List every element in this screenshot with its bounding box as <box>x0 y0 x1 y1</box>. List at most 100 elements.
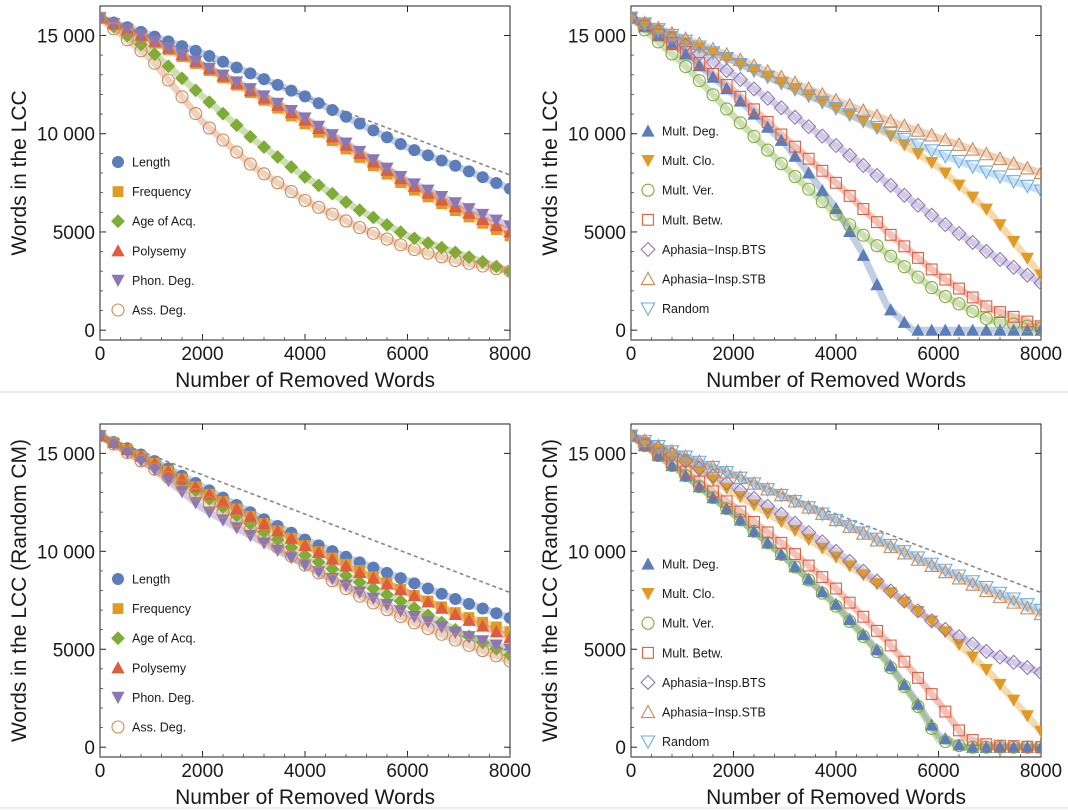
series-age-of-acq <box>100 10 510 279</box>
data-point <box>284 185 298 199</box>
data-point <box>475 254 490 269</box>
legend-label-frequency: Frequency <box>132 602 192 616</box>
data-point <box>761 115 774 128</box>
x-tick-label: 6000 <box>386 344 428 365</box>
data-point <box>911 148 925 161</box>
data-point <box>910 551 926 566</box>
data-point <box>800 524 817 541</box>
data-point <box>965 160 981 175</box>
data-point <box>841 147 858 164</box>
data-point <box>366 226 380 240</box>
y-tick-label: 10 000 <box>37 542 95 563</box>
data-point <box>857 610 870 623</box>
data-point <box>923 207 940 223</box>
data-point <box>175 479 189 493</box>
data-point <box>1019 267 1036 283</box>
data-point <box>869 532 885 547</box>
data-point <box>978 643 995 660</box>
data-point <box>216 514 230 527</box>
data-point <box>692 42 706 55</box>
x-axis-label: Number of Removed Words <box>175 369 435 392</box>
data-point <box>1033 275 1041 291</box>
data-point <box>353 589 367 603</box>
data-point <box>842 108 858 123</box>
data-point <box>732 57 748 72</box>
data-point <box>1005 259 1022 275</box>
data-point <box>284 549 298 563</box>
data-point <box>706 88 720 102</box>
series-ass-deg <box>100 429 510 668</box>
data-point <box>679 469 693 482</box>
legend-marker-length <box>112 156 124 168</box>
data-point <box>476 208 490 222</box>
data-point <box>353 586 367 599</box>
data-point <box>678 450 694 465</box>
data-point <box>815 586 829 600</box>
data-point <box>189 44 202 57</box>
plot-area <box>100 428 510 668</box>
data-point <box>691 46 708 62</box>
legend-marker-mult-betw <box>642 213 654 226</box>
data-point <box>393 225 408 240</box>
y-axis-label: Words in the LCC (Random CM) <box>539 439 562 742</box>
data-point <box>435 621 449 634</box>
legend-label-mult-deg: Mult. Deg. <box>662 558 719 572</box>
data-point <box>829 599 843 613</box>
data-point <box>1033 165 1041 180</box>
data-point <box>271 176 285 190</box>
data-point <box>677 37 694 54</box>
data-point <box>631 429 637 442</box>
data-point <box>912 251 924 264</box>
data-point <box>882 177 899 193</box>
data-point <box>856 627 870 641</box>
data-point <box>1007 694 1021 707</box>
data-point <box>679 47 693 60</box>
data-point <box>856 116 870 129</box>
x-tick-label: 8000 <box>489 344 531 365</box>
data-point <box>380 217 394 232</box>
x-tick-label: 0 <box>95 761 106 782</box>
data-point <box>842 520 858 535</box>
data-point <box>120 23 134 36</box>
data-point <box>257 167 271 181</box>
data-point <box>966 291 979 304</box>
data-point <box>148 35 162 48</box>
data-point <box>1020 740 1034 753</box>
data-point <box>107 22 121 36</box>
data-point <box>869 120 885 135</box>
data-point <box>202 62 216 75</box>
data-point <box>994 306 1006 319</box>
y-axis-label: Words in the LCC <box>539 90 562 255</box>
data-point <box>312 200 326 214</box>
data-point <box>217 55 230 68</box>
x-tick-label: 8000 <box>1020 344 1062 365</box>
data-point <box>884 661 898 675</box>
data-point <box>843 189 856 202</box>
data-point <box>652 447 665 460</box>
data-point <box>1019 659 1036 676</box>
data-point <box>719 46 735 61</box>
data-point <box>939 705 952 718</box>
data-point <box>897 596 911 609</box>
x-axis-label: Number of Removed Words <box>175 786 435 809</box>
data-point <box>366 592 380 605</box>
data-point <box>882 583 899 599</box>
data-point <box>788 560 802 573</box>
data-point <box>719 466 735 481</box>
data-point <box>1033 603 1041 618</box>
data-point <box>230 145 244 159</box>
data-point <box>925 263 938 276</box>
data-point <box>733 513 747 526</box>
data-point <box>503 264 510 278</box>
data-point <box>705 41 721 56</box>
data-point <box>705 468 721 484</box>
data-point <box>732 471 748 486</box>
data-point <box>353 117 366 130</box>
data-point <box>679 469 693 483</box>
data-point <box>176 40 189 53</box>
data-point <box>435 587 448 600</box>
data-point <box>339 568 353 583</box>
legend: Length Frequency Age of Acq. Polysemy Phon. … <box>111 573 196 735</box>
series-mult-betw <box>631 429 1041 754</box>
data-point <box>787 109 803 125</box>
